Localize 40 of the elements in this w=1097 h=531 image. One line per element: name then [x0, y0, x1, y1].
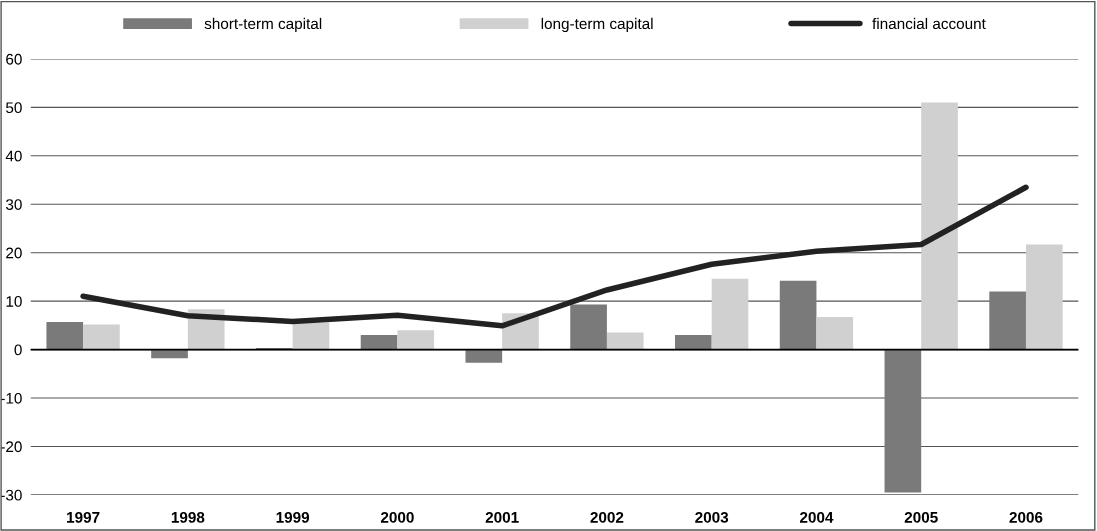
y-tick-label: 40 — [5, 150, 22, 162]
bar — [397, 330, 435, 350]
x-tick-label: 2002 — [590, 511, 624, 523]
x-tick-label: 2005 — [904, 511, 938, 523]
y-tick-label: 30 — [5, 199, 22, 210]
bar — [884, 349, 922, 493]
x-tick-label: 2001 — [485, 511, 519, 523]
bar — [816, 317, 854, 350]
bar — [921, 102, 958, 350]
bar — [292, 322, 330, 350]
legend-label: short-term capital — [204, 17, 322, 33]
y-tick-label: 50 — [6, 102, 22, 114]
x-tick-label: 2000 — [380, 511, 414, 523]
bar — [570, 304, 607, 350]
bar — [151, 349, 188, 359]
bar — [989, 291, 1026, 350]
x-tick-label: 1998 — [171, 511, 205, 523]
bar — [711, 278, 749, 350]
y-tick-label: 10 — [6, 296, 22, 307]
y-tick-label: 0 — [14, 344, 22, 356]
y-tick-label: -20 — [0, 441, 22, 453]
bar — [779, 280, 817, 350]
y-tick-label: -10 — [0, 392, 22, 404]
bar — [1025, 244, 1063, 350]
bar — [46, 321, 84, 350]
bar — [83, 324, 120, 350]
x-tick-label: 1999 — [276, 511, 310, 523]
bar — [606, 332, 644, 350]
bar — [465, 349, 503, 363]
y-tick-label: 60 — [6, 53, 22, 65]
y-tick-label: -30 — [0, 489, 22, 501]
y-tick-label: 20 — [6, 247, 22, 259]
x-tick-label: 2003 — [695, 511, 729, 523]
bar — [675, 335, 712, 350]
x-tick-label: 1997 — [67, 511, 100, 523]
legend-label: financial account — [872, 17, 986, 30]
x-tick-label: 2006 — [1009, 511, 1043, 523]
x-tick-label: 2004 — [799, 511, 834, 523]
bar — [360, 335, 398, 350]
legend-label: long-term capital — [541, 17, 653, 33]
